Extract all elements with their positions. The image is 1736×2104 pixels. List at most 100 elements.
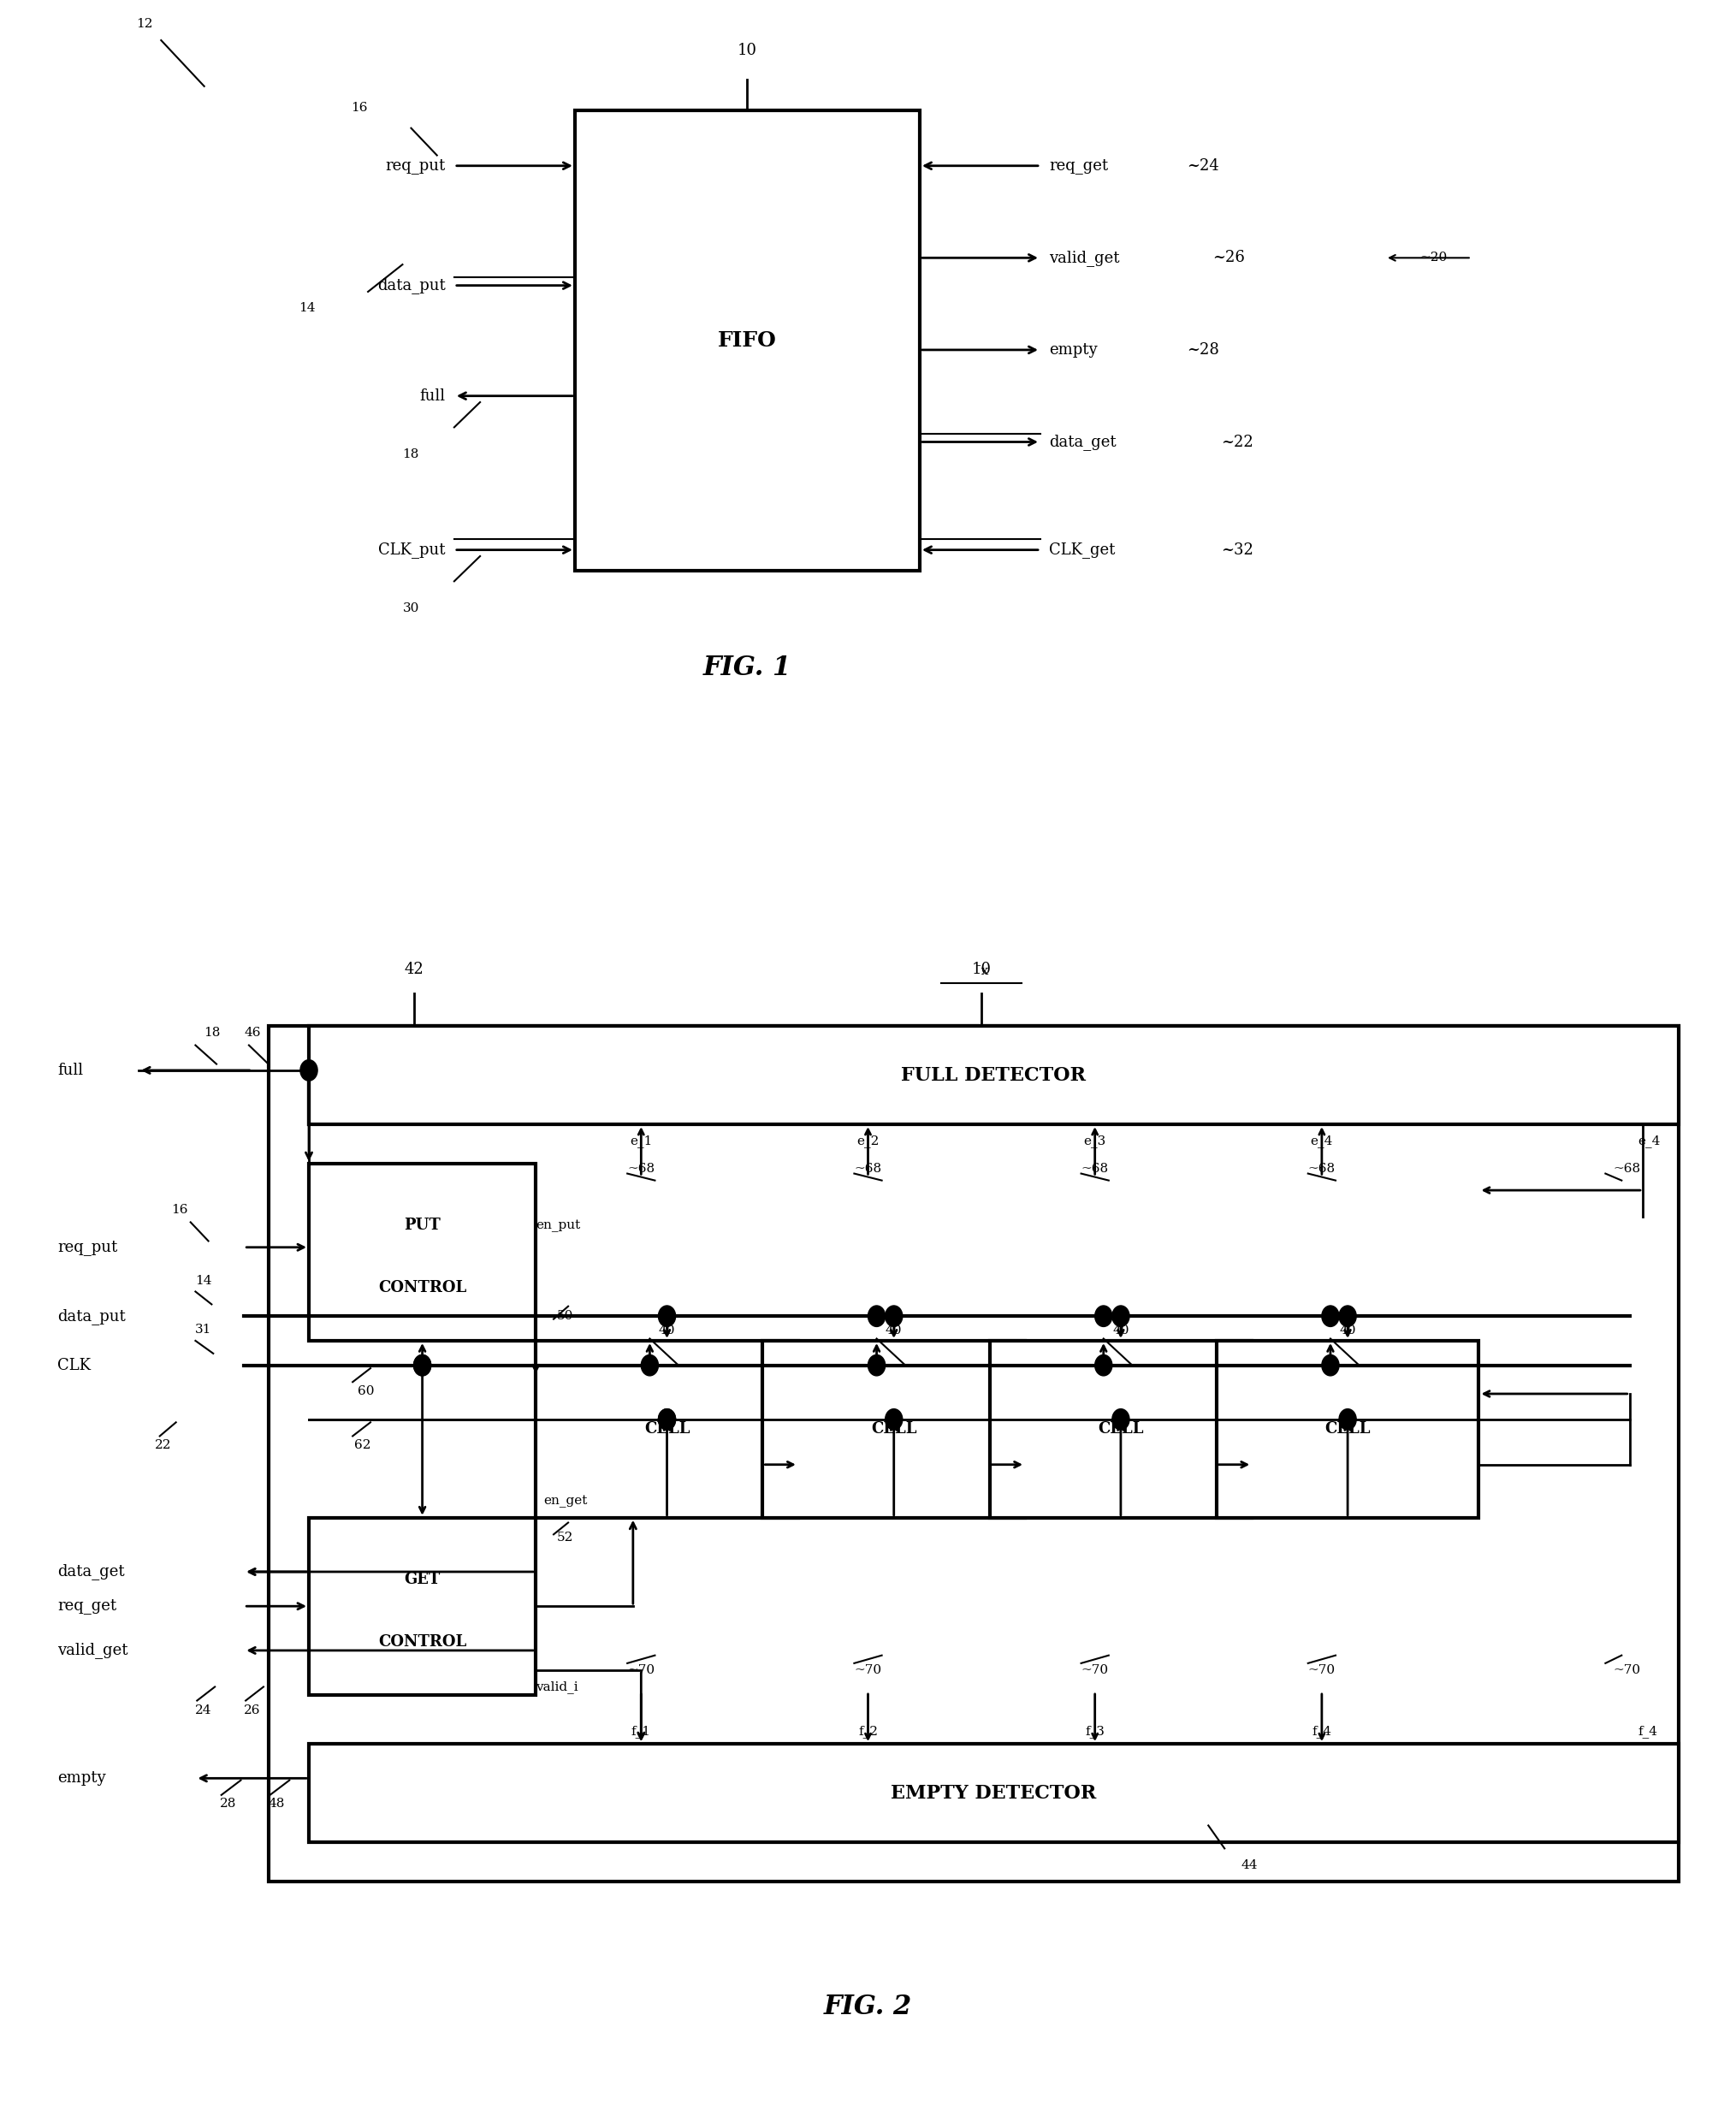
Circle shape — [1338, 1410, 1356, 1431]
Circle shape — [413, 1355, 431, 1376]
Text: 16: 16 — [351, 101, 368, 114]
Text: 14: 14 — [299, 303, 316, 313]
Bar — [269, 1027, 1679, 1881]
Text: ~68: ~68 — [1082, 1164, 1109, 1174]
Text: CELL: CELL — [871, 1422, 917, 1437]
Circle shape — [885, 1307, 903, 1328]
Text: FIG. 1: FIG. 1 — [703, 654, 792, 682]
Bar — [309, 1027, 1679, 1124]
Text: empty: empty — [1049, 343, 1097, 358]
Text: FULL DETECTOR: FULL DETECTOR — [901, 1067, 1087, 1086]
Text: CLK_put: CLK_put — [378, 543, 446, 558]
Text: 46: 46 — [245, 1027, 260, 1039]
Text: e_4: e_4 — [1311, 1134, 1333, 1147]
Circle shape — [1095, 1355, 1113, 1376]
Text: 44: 44 — [1241, 1860, 1257, 1870]
Text: ~68: ~68 — [854, 1164, 882, 1174]
Text: ~20: ~20 — [1420, 252, 1448, 263]
Text: 26: 26 — [245, 1704, 260, 1717]
Text: CONTROL: CONTROL — [378, 1279, 467, 1296]
Text: empty: empty — [57, 1772, 106, 1786]
Text: e_2: e_2 — [858, 1134, 878, 1147]
Circle shape — [1321, 1307, 1338, 1328]
Text: f_2: f_2 — [858, 1725, 878, 1738]
Circle shape — [1113, 1410, 1130, 1431]
Text: PUT: PUT — [404, 1218, 441, 1233]
Text: e_3: e_3 — [1083, 1134, 1106, 1147]
Circle shape — [641, 1355, 658, 1376]
Text: valid_i: valid_i — [536, 1681, 578, 1694]
Text: ~68: ~68 — [1307, 1164, 1335, 1174]
Text: ~70: ~70 — [1613, 1664, 1641, 1677]
Text: req_put: req_put — [57, 1239, 118, 1254]
Text: ~68: ~68 — [627, 1164, 654, 1174]
Text: GET: GET — [404, 1572, 441, 1586]
Text: 18: 18 — [203, 1027, 220, 1039]
Bar — [1217, 1340, 1479, 1517]
Text: 12: 12 — [135, 17, 153, 29]
Text: CELL: CELL — [644, 1422, 689, 1437]
Text: req_get: req_get — [57, 1599, 116, 1614]
Text: full: full — [57, 1063, 83, 1077]
Text: 52: 52 — [557, 1532, 573, 1544]
Text: ~70: ~70 — [1082, 1664, 1109, 1677]
Text: CELL: CELL — [1325, 1422, 1370, 1437]
Text: CELL: CELL — [1097, 1422, 1144, 1437]
Circle shape — [658, 1307, 675, 1328]
Text: 10: 10 — [738, 42, 757, 59]
Text: f_3: f_3 — [1085, 1725, 1104, 1738]
Bar — [309, 1517, 536, 1694]
Text: data_get: data_get — [57, 1563, 125, 1580]
Text: 48: 48 — [269, 1799, 285, 1809]
Circle shape — [1338, 1307, 1356, 1328]
Text: e_4: e_4 — [1637, 1134, 1660, 1147]
Text: FIG. 2: FIG. 2 — [825, 1992, 911, 2020]
Text: 50: 50 — [557, 1311, 573, 1321]
Text: EMPTY DETECTOR: EMPTY DETECTOR — [891, 1784, 1097, 1803]
Text: 18: 18 — [403, 448, 418, 461]
Circle shape — [868, 1355, 885, 1376]
Circle shape — [658, 1410, 675, 1431]
Text: 40: 40 — [1338, 1326, 1356, 1336]
Bar — [990, 1340, 1252, 1517]
Text: ~26: ~26 — [1213, 250, 1245, 265]
Bar — [762, 1340, 1024, 1517]
Bar — [575, 112, 920, 570]
Text: e_1: e_1 — [630, 1134, 653, 1147]
Text: en_put: en_put — [536, 1220, 580, 1233]
Text: ~70: ~70 — [627, 1664, 654, 1677]
Text: ~22: ~22 — [1222, 433, 1253, 450]
Text: 30: 30 — [403, 602, 418, 614]
Text: 40: 40 — [885, 1326, 903, 1336]
Text: CONTROL: CONTROL — [378, 1635, 467, 1650]
Circle shape — [413, 1355, 431, 1376]
Text: CLK_get: CLK_get — [1049, 543, 1115, 558]
Circle shape — [1321, 1355, 1338, 1376]
Text: 40: 40 — [1113, 1326, 1128, 1336]
Text: valid_get: valid_get — [1049, 250, 1120, 265]
Text: req_put: req_put — [385, 158, 446, 173]
Text: f_4: f_4 — [1637, 1725, 1658, 1738]
Bar — [536, 1340, 799, 1517]
Text: ~28: ~28 — [1187, 343, 1219, 358]
Text: en_get: en_get — [543, 1496, 589, 1506]
Text: 22: 22 — [155, 1439, 172, 1452]
Circle shape — [1095, 1307, 1113, 1328]
Text: 42: 42 — [404, 962, 424, 976]
Text: ~68: ~68 — [1613, 1164, 1641, 1174]
Text: ~70: ~70 — [1307, 1664, 1335, 1677]
Text: 24: 24 — [196, 1704, 212, 1717]
Text: 16: 16 — [172, 1203, 187, 1216]
Circle shape — [300, 1060, 318, 1081]
Text: 60: 60 — [358, 1384, 375, 1397]
Circle shape — [658, 1410, 675, 1431]
Text: 40: 40 — [658, 1326, 675, 1336]
Bar — [309, 1164, 536, 1340]
Text: valid_get: valid_get — [57, 1643, 128, 1658]
Circle shape — [885, 1410, 903, 1431]
Text: 28: 28 — [220, 1799, 236, 1809]
Text: data_put: data_put — [57, 1309, 127, 1323]
Text: ~32: ~32 — [1222, 543, 1253, 558]
Text: FIFO: FIFO — [719, 330, 776, 351]
Text: data_put: data_put — [377, 278, 446, 295]
